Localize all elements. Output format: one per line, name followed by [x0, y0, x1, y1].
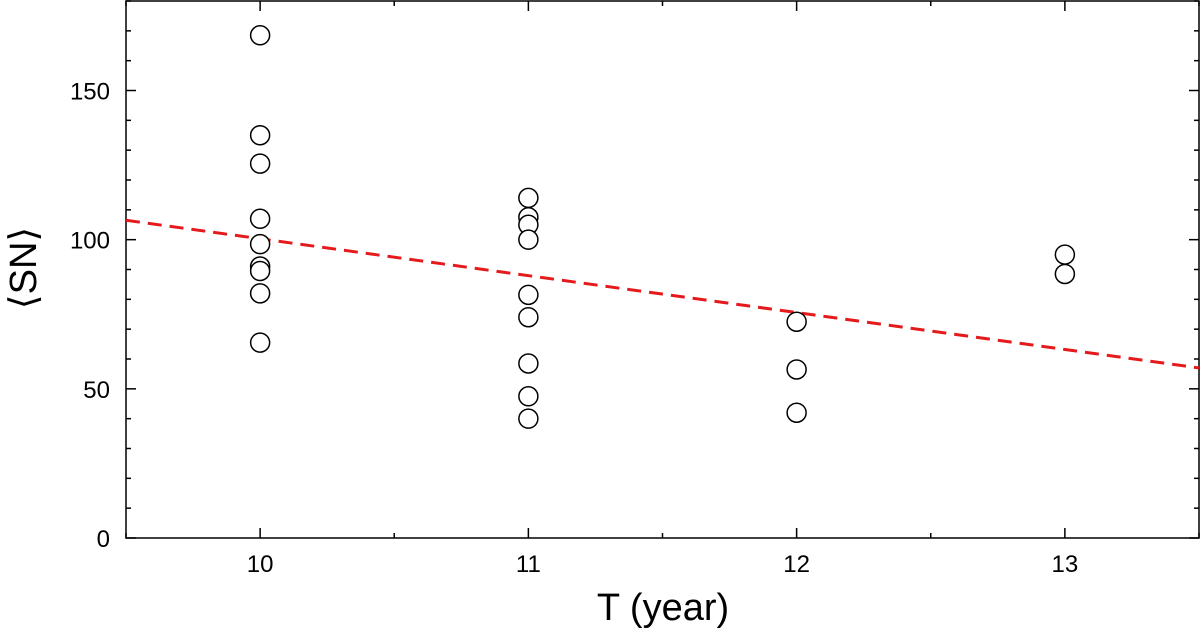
data-point — [518, 306, 539, 328]
y-tick-label: 50 — [83, 377, 110, 404]
data-point — [249, 332, 271, 353]
data-point — [249, 208, 271, 230]
data-point — [518, 229, 539, 250]
x-tick-label: 10 — [247, 551, 274, 578]
data-point — [786, 311, 807, 332]
data-point — [249, 233, 271, 255]
data-point — [249, 283, 271, 304]
y-tick-label: 0 — [97, 526, 110, 553]
x-axis-title: T (year) — [597, 587, 729, 629]
data-point — [1054, 244, 1076, 265]
y-tick-label: 100 — [70, 228, 110, 255]
x-tick-label: 12 — [783, 551, 810, 578]
data-point — [518, 408, 539, 429]
x-tick-label: 13 — [1052, 551, 1079, 578]
data-point — [249, 153, 271, 174]
regression-line-group — [125, 218, 1200, 370]
regression-line — [125, 218, 1200, 370]
y-tick-label: 150 — [70, 79, 110, 106]
axis-tick-labels: 10 11 12 13 0 50 100 150 — [70, 79, 1078, 579]
data-point — [249, 125, 271, 146]
data-point — [786, 359, 807, 380]
data-points — [249, 25, 1076, 429]
data-point — [249, 25, 271, 46]
data-point — [518, 187, 539, 209]
data-point — [786, 402, 807, 423]
data-point — [249, 260, 271, 282]
y-axis-title: ⟨SN⟩ — [3, 227, 45, 309]
plot-frame — [125, 0, 1200, 539]
data-point — [518, 353, 539, 374]
axis-ticks — [125, 0, 1200, 539]
data-point — [1054, 263, 1076, 285]
data-point — [518, 386, 539, 407]
data-point — [518, 284, 539, 306]
x-tick-label: 11 — [516, 551, 541, 578]
